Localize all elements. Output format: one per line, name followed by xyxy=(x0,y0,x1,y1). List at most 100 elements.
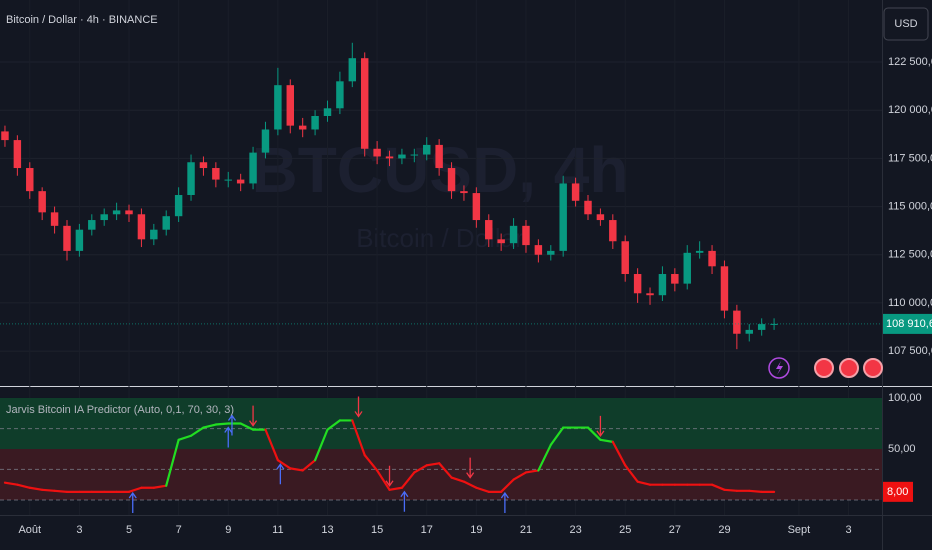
candle-body xyxy=(385,156,394,159)
x-tick-label: 17 xyxy=(421,524,433,536)
candle-body xyxy=(1,131,9,141)
indicator-line xyxy=(425,462,441,467)
y-tick-label: 120 000,00 xyxy=(888,104,932,116)
indicator-line xyxy=(388,486,404,491)
sell-arrow xyxy=(466,457,475,479)
indicator-line xyxy=(363,454,379,472)
indicator-line xyxy=(202,423,217,429)
candle-body xyxy=(348,58,357,82)
candle-body xyxy=(137,214,146,240)
currency-button[interactable] xyxy=(883,7,929,41)
indicator-line xyxy=(351,419,366,457)
candle-body xyxy=(509,225,518,244)
axes: 107 500,00 110 000,00 112 500,00 115 000,00… xyxy=(18,56,932,536)
candle-body xyxy=(323,108,332,117)
candle-body xyxy=(559,183,567,251)
indicator-line xyxy=(624,464,639,483)
zone xyxy=(0,449,882,501)
buy-arrow xyxy=(276,463,285,485)
x-tick-label: 11 xyxy=(272,524,283,536)
event-icon[interactable] xyxy=(839,358,859,378)
candle-body xyxy=(199,162,208,169)
candle-body xyxy=(286,85,294,126)
candle-body xyxy=(633,274,642,294)
candle-body xyxy=(38,191,46,213)
candle-body xyxy=(13,140,22,169)
candle-body xyxy=(50,212,59,226)
indicator-line xyxy=(450,476,466,483)
indicator-line xyxy=(326,419,341,431)
indicator-line xyxy=(376,469,391,491)
candle-body xyxy=(187,162,195,196)
candle-body xyxy=(571,183,580,201)
candle-body xyxy=(274,85,282,130)
indicator-line xyxy=(313,428,329,462)
candle-body xyxy=(336,81,344,109)
candle-body xyxy=(63,225,71,251)
indicator-line xyxy=(289,467,304,472)
indicator-line xyxy=(524,469,540,474)
indicator-line xyxy=(16,483,31,489)
candle-body xyxy=(26,168,34,192)
indicator-line xyxy=(462,480,478,489)
candle-body xyxy=(435,144,443,169)
buy-arrow xyxy=(500,491,509,513)
candle-body xyxy=(162,216,170,230)
indicator-line xyxy=(475,486,490,493)
zone xyxy=(0,397,882,450)
sell-arrow xyxy=(249,405,258,427)
candle-body xyxy=(311,116,319,130)
indicator-line xyxy=(599,438,614,443)
chart-title: Bitcoin / Dollar · 4h · BINANCE xyxy=(6,14,158,26)
indicator-line xyxy=(214,422,230,426)
candle-body xyxy=(671,274,679,284)
candle-body xyxy=(683,252,691,284)
candle-body xyxy=(236,179,245,184)
candle-body xyxy=(658,274,667,296)
x-tick-label: 3 xyxy=(76,524,82,536)
x-tick-label: 7 xyxy=(176,524,182,536)
x-tick-label: 13 xyxy=(321,524,333,536)
candle-body xyxy=(460,191,468,194)
y-tick-label: 122 500,00 xyxy=(888,56,932,68)
buy-arrow xyxy=(128,491,137,513)
event-icons xyxy=(768,357,883,379)
x-tick-label: 27 xyxy=(669,524,681,536)
event-icon[interactable] xyxy=(863,358,883,378)
x-tick-label: 23 xyxy=(569,524,581,536)
last-value-label: 8,00 xyxy=(887,486,908,498)
indicator-title: Jarvis Bitcoin IA Predictor (Auto, 0,1, … xyxy=(6,404,234,416)
last-price-label: 108 910,68 xyxy=(886,318,932,330)
y-tick-label: 107 500,00 xyxy=(888,345,932,357)
y-tick-label: 50,00 xyxy=(888,443,916,455)
candle-body xyxy=(150,229,158,240)
indicator-line xyxy=(53,489,69,493)
candle-body xyxy=(708,250,716,267)
last-value-box xyxy=(883,481,913,502)
candle-body xyxy=(112,210,121,215)
y-tick-label: 112 500,00 xyxy=(888,249,932,261)
candle-body xyxy=(522,225,530,246)
x-tick-label: 3 xyxy=(845,524,851,536)
indicator-line xyxy=(152,484,168,489)
candle-body xyxy=(584,200,592,215)
indicator-line xyxy=(239,422,255,431)
candle-body xyxy=(547,250,555,255)
candle-body xyxy=(398,154,406,159)
indicator-line xyxy=(264,428,279,462)
y-tick-label: 100,00 xyxy=(888,392,922,404)
candle-body xyxy=(596,214,605,221)
indicator-line xyxy=(723,488,738,492)
indicator-line xyxy=(500,478,515,493)
indicator-line xyxy=(710,483,726,491)
candle-body xyxy=(410,154,419,156)
indicator-line xyxy=(3,481,19,486)
candle-body xyxy=(88,220,96,230)
currency-button-label[interactable]: USD xyxy=(894,18,917,30)
indicator-line xyxy=(165,438,180,487)
indicator-line xyxy=(748,489,763,493)
indicator-line xyxy=(189,426,205,437)
candle-body xyxy=(733,310,741,334)
event-icon[interactable] xyxy=(814,358,834,378)
